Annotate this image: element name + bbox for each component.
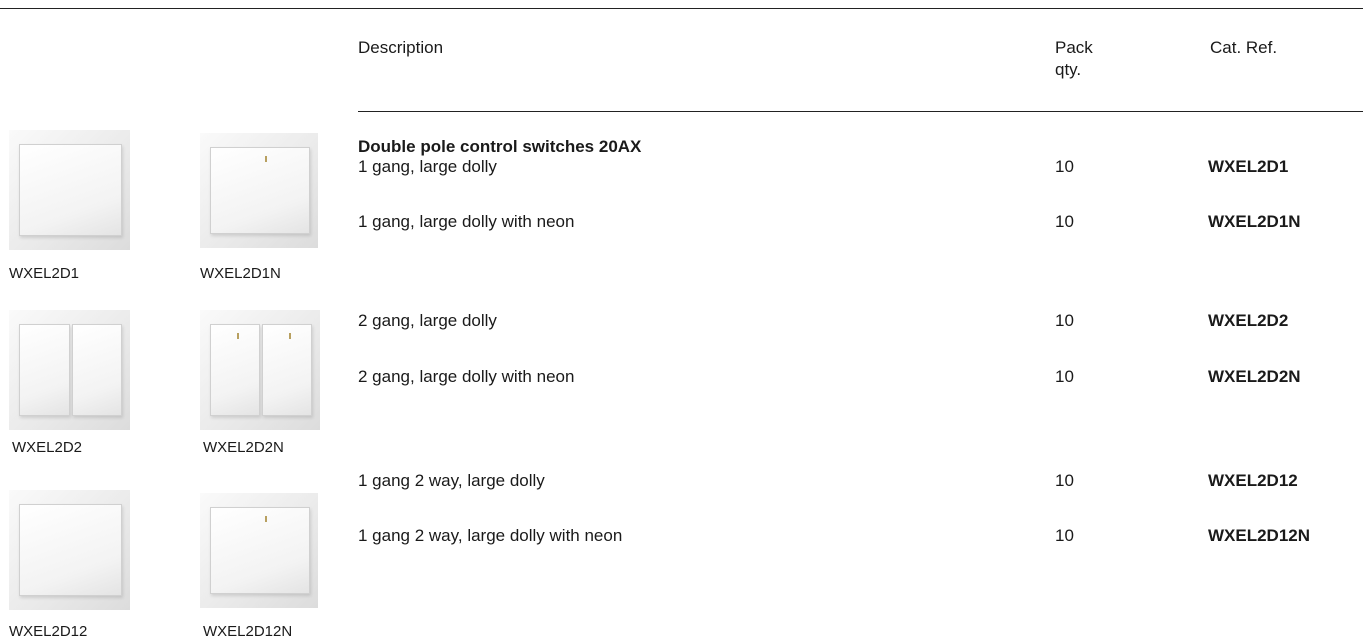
- switch-rocker: [19, 324, 70, 416]
- row-cat-ref: WXEL2D1: [1208, 157, 1289, 176]
- row-cat-ref: WXEL2D2: [1208, 311, 1289, 330]
- row-pack-qty: 10: [1055, 471, 1074, 490]
- image-caption: WXEL2D1N: [200, 265, 281, 282]
- switch-rocker: [262, 324, 312, 416]
- switch-rocker: [19, 504, 122, 596]
- row-cat-ref: WXEL2D1N: [1208, 212, 1301, 231]
- row-pack-qty: 10: [1055, 526, 1074, 545]
- neon-indicator: [237, 333, 240, 339]
- neon-indicator: [264, 516, 267, 522]
- row-cat-ref: WXEL2D12N: [1208, 526, 1311, 545]
- switch-rocker: [71, 324, 122, 416]
- switch-image: [9, 130, 130, 250]
- header-description: Description: [358, 38, 444, 57]
- row-description: 1 gang 2 way, large dolly with neon: [358, 526, 623, 545]
- row-pack-qty: 10: [1055, 212, 1074, 231]
- switch-rocker: [210, 507, 310, 594]
- header-rule: [358, 111, 1363, 112]
- neon-indicator: [264, 156, 267, 162]
- row-pack-qty: 10: [1055, 367, 1074, 386]
- image-caption: WXEL2D12: [9, 623, 88, 640]
- row-description: 1 gang 2 way, large dolly: [358, 471, 545, 490]
- row-description: 2 gang, large dolly with neon: [358, 367, 575, 386]
- image-caption: WXEL2D2N: [203, 439, 284, 456]
- image-caption: WXEL2D2: [12, 439, 83, 456]
- header-pack-qty: Pack qty.: [1055, 38, 1093, 79]
- neon-indicator: [289, 333, 292, 339]
- row-description: 1 gang, large dolly with neon: [358, 212, 575, 231]
- switch-image: [200, 493, 318, 608]
- switch-rocker: [210, 324, 260, 416]
- switch-image: [9, 310, 130, 430]
- row-pack-qty: 10: [1055, 311, 1074, 330]
- top-rule: [0, 8, 1363, 9]
- switch-image: [200, 133, 318, 248]
- switch-image: [200, 310, 320, 430]
- switch-image: [9, 490, 130, 610]
- header-cat-ref: Cat. Ref.: [1210, 38, 1278, 57]
- row-cat-ref: WXEL2D2N: [1208, 367, 1301, 386]
- image-caption: WXEL2D1: [9, 265, 80, 282]
- row-description: 2 gang, large dolly: [358, 311, 497, 330]
- section-title: Double pole control switches 20AX: [358, 137, 642, 156]
- row-pack-qty: 10: [1055, 157, 1074, 176]
- row-cat-ref: WXEL2D12: [1208, 471, 1298, 490]
- image-caption: WXEL2D12N: [203, 623, 293, 640]
- row-description: 1 gang, large dolly: [358, 157, 497, 176]
- switch-rocker: [210, 147, 310, 234]
- switch-rocker: [19, 144, 122, 236]
